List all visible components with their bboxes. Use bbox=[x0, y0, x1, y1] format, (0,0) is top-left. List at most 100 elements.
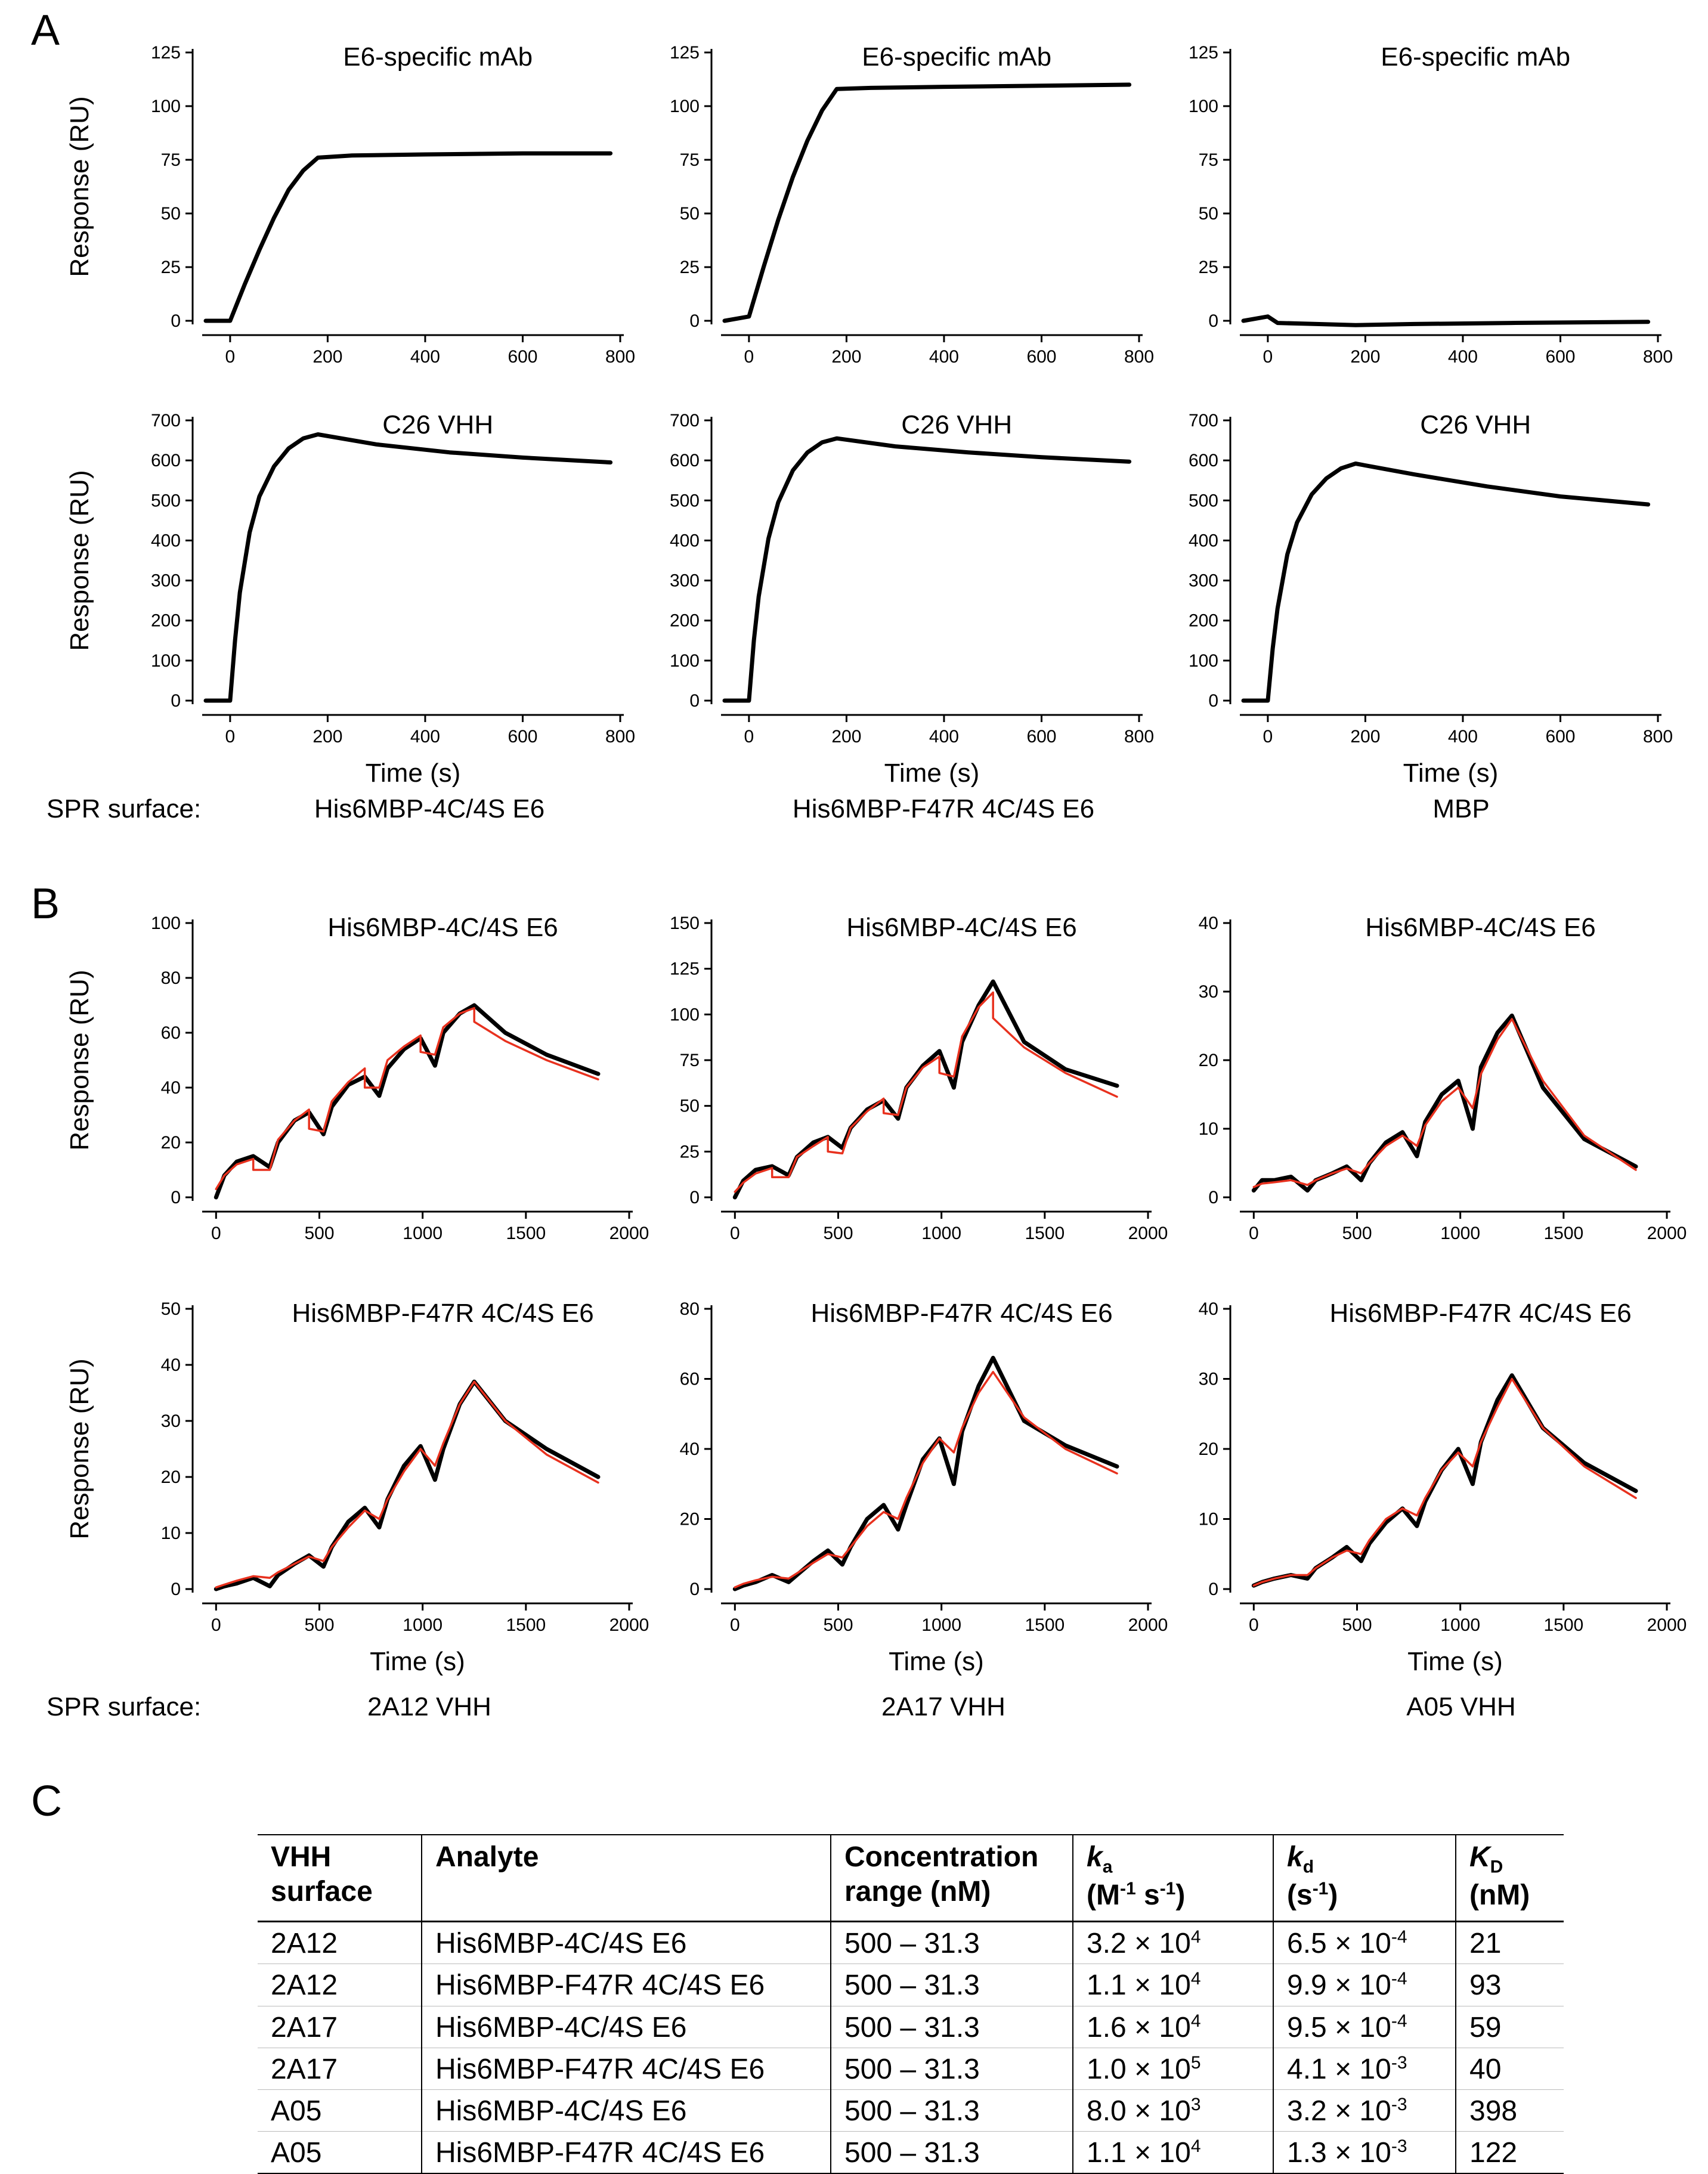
y-tick-label: 40 bbox=[1199, 913, 1218, 933]
x-tick-label: 0 bbox=[744, 727, 754, 747]
y-tick-label: 0 bbox=[171, 311, 181, 331]
ka-exponent: 4 bbox=[1190, 1927, 1201, 1947]
x-tick-label: 500 bbox=[823, 1224, 853, 1243]
ka-mantissa: 1.1 × 10 bbox=[1087, 2137, 1191, 2169]
cell-surface: 2A17 bbox=[258, 2005, 422, 2048]
series-line-fit bbox=[734, 991, 1118, 1193]
x-tick-label: 800 bbox=[1124, 347, 1154, 367]
x-tick-label: 500 bbox=[1342, 1615, 1372, 1635]
y-tick-label: 500 bbox=[151, 491, 181, 510]
y-tick-label: 200 bbox=[670, 611, 700, 631]
y-tick-label: 600 bbox=[670, 451, 700, 470]
cell-kd: 1.3 × 10-3 bbox=[1273, 2131, 1456, 2174]
cell-kd: 6.5 × 10-4 bbox=[1273, 1921, 1456, 1964]
y-tick-label: 30 bbox=[161, 1411, 181, 1431]
chart-b5: 0 20 40 60 80 0 500 1000 1500 2000 His6MBP-F47R 4C… bbox=[680, 1299, 1168, 1676]
y-tick-label: 25 bbox=[680, 1142, 700, 1162]
y-tick-label: 0 bbox=[689, 1580, 700, 1599]
chart-a1: 0 25 50 75 100 125 0 200 400 600 800 E6-specific mA… bbox=[65, 42, 635, 367]
kd-exponent: -3 bbox=[1391, 2136, 1407, 2157]
header-conc-line1: Concentration bbox=[844, 1841, 1039, 1873]
chart-title: C26 VHH bbox=[382, 410, 493, 439]
series-line-observed bbox=[1241, 314, 1651, 327]
table-row: 2A17 His6MBP-4C/4S E6 500 – 31.3 1.6 × 104 9… bbox=[258, 2005, 1564, 2048]
x-axis-label: Time (s) bbox=[370, 1647, 465, 1676]
y-tick-label: 75 bbox=[680, 150, 700, 170]
y-tick-label: 500 bbox=[1189, 491, 1218, 510]
x-tick-label: 400 bbox=[410, 727, 440, 747]
y-tick-label: 0 bbox=[1208, 1580, 1218, 1599]
cell-conc: 500 – 31.3 bbox=[830, 1921, 1073, 1964]
y-tick-label: 75 bbox=[161, 150, 181, 170]
table-row: 2A12 His6MBP-F47R 4C/4S E6 500 – 31.3 1.1 ×… bbox=[258, 1964, 1564, 2006]
chart-title: E6-specific mAb bbox=[343, 42, 533, 72]
series-line-observed bbox=[1241, 462, 1651, 703]
cell-KD: 59 bbox=[1455, 2005, 1564, 2048]
y-tick-label: 80 bbox=[680, 1299, 700, 1319]
y-tick-label: 200 bbox=[151, 611, 181, 631]
y-tick-label: 300 bbox=[1189, 571, 1218, 591]
series-line-observed bbox=[732, 979, 1119, 1200]
ka-unit-open: (M bbox=[1087, 1879, 1120, 1911]
x-tick-label: 600 bbox=[1545, 347, 1575, 367]
x-tick-label: 200 bbox=[1350, 347, 1380, 367]
x-tick-label: 800 bbox=[1643, 727, 1673, 747]
y-tick-label: 400 bbox=[151, 531, 181, 550]
table-row: A05 His6MBP-4C/4S E6 500 – 31.3 8.0 × 103 3.… bbox=[258, 2089, 1564, 2132]
series-line-observed bbox=[1251, 1013, 1638, 1193]
x-tick-label: 0 bbox=[225, 347, 236, 367]
y-tick-label: 100 bbox=[151, 913, 181, 933]
x-tick-label: 200 bbox=[312, 347, 342, 367]
cell-conc: 500 – 31.3 bbox=[830, 2131, 1073, 2174]
y-tick-label: 50 bbox=[680, 1097, 700, 1116]
series-line-fit bbox=[734, 1371, 1118, 1588]
kd-subscript: d bbox=[1302, 1857, 1314, 1877]
x-tick-label: 0 bbox=[1263, 347, 1273, 367]
y-tick-label: 200 bbox=[1189, 611, 1218, 631]
y-tick-label: 20 bbox=[1199, 1051, 1218, 1070]
y-tick-label: 75 bbox=[1199, 150, 1218, 170]
x-tick-label: 200 bbox=[1350, 727, 1380, 747]
x-tick-label: 800 bbox=[605, 347, 635, 367]
x-tick-label: 500 bbox=[1342, 1224, 1372, 1243]
kinetics-table: VHH surface Analyte Concentration range … bbox=[258, 1834, 1564, 2174]
cell-analyte: His6MBP-4C/4S E6 bbox=[421, 1921, 831, 1964]
y-tick-label: 40 bbox=[161, 1355, 181, 1375]
y-tick-label: 700 bbox=[151, 411, 181, 431]
chart-a2: 0 25 50 75 100 125 0 200 400 600 800 E6-specific mA… bbox=[670, 42, 1154, 367]
table-header-row: VHH surface Analyte Concentration range … bbox=[258, 1835, 1564, 1922]
header-concentration: Concentration range (nM) bbox=[830, 1835, 1073, 1922]
series-line-observed bbox=[214, 1003, 601, 1200]
x-tick-label: 0 bbox=[211, 1224, 221, 1243]
table-body: 2A12 His6MBP-4C/4S E6 500 – 31.3 3.2 × 104 6… bbox=[258, 1921, 1564, 2174]
kd-unit-sup: -1 bbox=[1312, 1878, 1329, 1899]
chart-b3: 0 10 20 30 40 0 500 1000 1500 2000 His6MBP-4C/4S E… bbox=[1199, 913, 1687, 1243]
cell-KD: 93 bbox=[1455, 1964, 1564, 2006]
x-tick-label: 0 bbox=[225, 727, 236, 747]
series-line-observed bbox=[1251, 1373, 1638, 1588]
x-tick-label: 200 bbox=[831, 347, 861, 367]
y-tick-label: 100 bbox=[670, 97, 700, 116]
chart-title: E6-specific mAb bbox=[862, 42, 1051, 72]
ka-exponent: 4 bbox=[1190, 1969, 1201, 1989]
ka-exponent: 3 bbox=[1190, 2094, 1201, 2114]
y-tick-label: 50 bbox=[680, 204, 700, 224]
x-tick-label: 400 bbox=[410, 347, 440, 367]
ka-exponent: 4 bbox=[1190, 2011, 1201, 2031]
kd-exponent: -4 bbox=[1391, 1969, 1407, 1989]
y-tick-label: 125 bbox=[670, 43, 700, 63]
x-tick-label: 2000 bbox=[1128, 1615, 1168, 1635]
cell-analyte: His6MBP-4C/4S E6 bbox=[421, 2089, 831, 2132]
y-tick-label: 700 bbox=[1189, 411, 1218, 431]
KD-subscript: D bbox=[1490, 1857, 1503, 1877]
y-tick-label: 125 bbox=[670, 959, 700, 979]
cell-analyte: His6MBP-F47R 4C/4S E6 bbox=[421, 1964, 831, 2006]
cell-kd: 4.1 × 10-3 bbox=[1273, 2047, 1456, 2090]
header-analyte: Analyte bbox=[421, 1835, 831, 1922]
spr-surface-b3: A05 VHH bbox=[1406, 1692, 1516, 1721]
x-tick-label: 0 bbox=[211, 1615, 221, 1635]
cell-surface: A05 bbox=[258, 2089, 422, 2132]
kd-symbol: k bbox=[1287, 1841, 1303, 1873]
x-tick-label: 1000 bbox=[921, 1224, 961, 1243]
